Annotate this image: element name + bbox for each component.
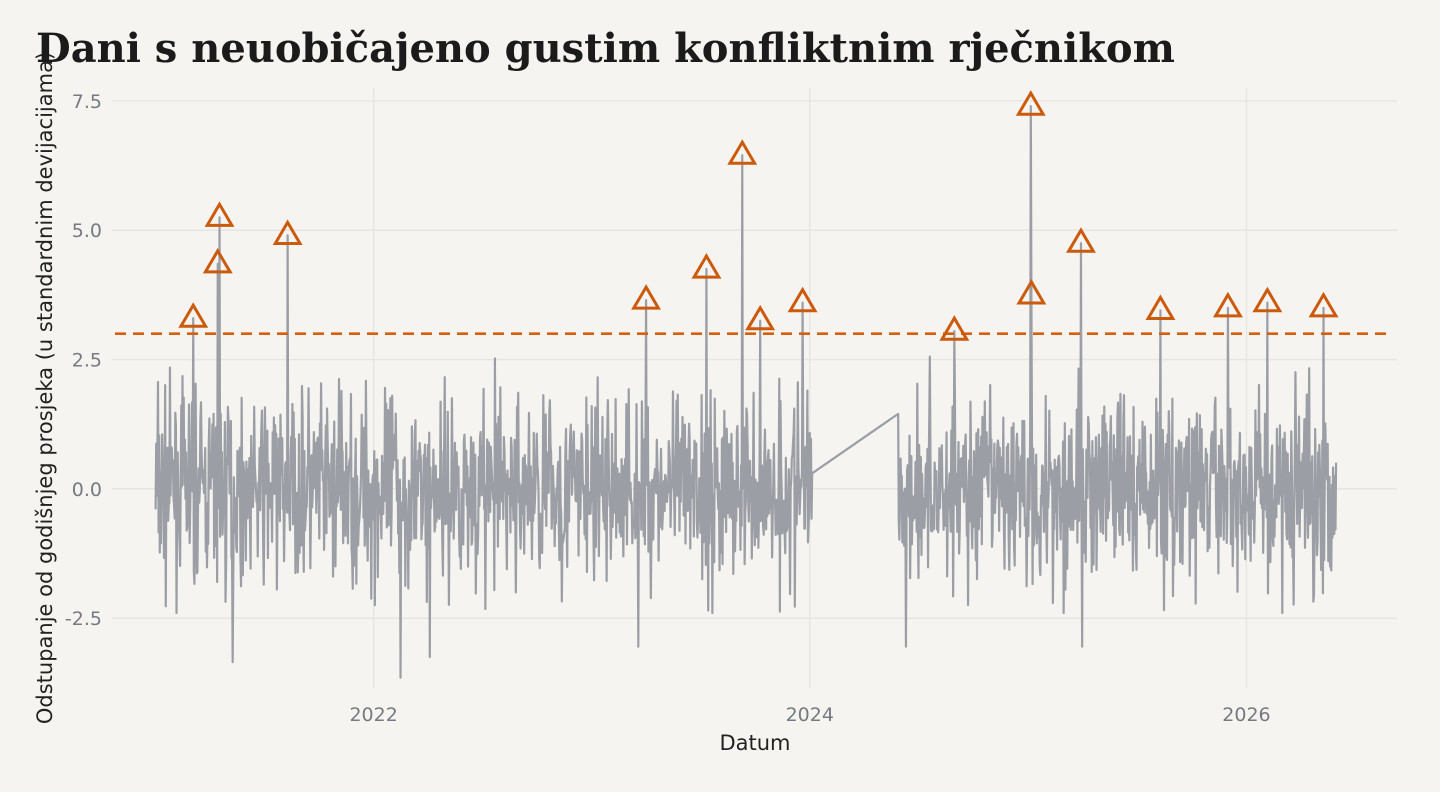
highlight-marker bbox=[1308, 291, 1339, 318]
highlight-marker bbox=[631, 284, 662, 310]
y-tick-label: 5.0 bbox=[72, 220, 102, 242]
highlight-marker bbox=[1065, 227, 1096, 253]
highlight-marker bbox=[204, 201, 235, 227]
highlight-marker bbox=[272, 219, 303, 245]
highlight-marker bbox=[787, 286, 818, 313]
highlight-marker bbox=[727, 139, 758, 165]
highlight-marker bbox=[1016, 278, 1047, 305]
y-axis-ticks: -2.5 0.0 2.5 5.0 7.5 bbox=[65, 91, 102, 630]
series-line bbox=[154, 105, 1338, 679]
highlight-marker bbox=[1145, 294, 1176, 320]
x-axis-title: Datum bbox=[719, 731, 790, 755]
x-tick-label: 2024 bbox=[786, 704, 834, 726]
x-tick-label: 2026 bbox=[1222, 704, 1270, 726]
x-axis-ticks: 2022 2024 2026 bbox=[349, 704, 1270, 726]
highlight-marker bbox=[1015, 90, 1046, 116]
highlight-marker bbox=[1212, 291, 1243, 318]
highlight-marker bbox=[691, 253, 722, 279]
chart-title: Dani s neuobičajeno gustim konfliktnim r… bbox=[36, 25, 1175, 72]
highlight-marker bbox=[178, 302, 209, 328]
series-layer bbox=[154, 105, 1338, 679]
y-tick-label: -2.5 bbox=[65, 608, 102, 630]
highlight-marker bbox=[745, 304, 776, 331]
grid bbox=[112, 88, 1397, 688]
highlight-marker bbox=[939, 315, 970, 341]
y-axis-title: Odstupanje od godišnjeg prosjeka (u stan… bbox=[33, 52, 57, 724]
highlight-marker bbox=[202, 247, 233, 274]
x-tick-label: 2022 bbox=[349, 704, 397, 726]
y-tick-label: 0.0 bbox=[72, 479, 102, 501]
y-tick-label: 2.5 bbox=[72, 350, 102, 372]
markers-layer bbox=[178, 90, 1339, 341]
highlight-marker bbox=[1252, 286, 1283, 313]
y-tick-label: 7.5 bbox=[72, 91, 102, 113]
